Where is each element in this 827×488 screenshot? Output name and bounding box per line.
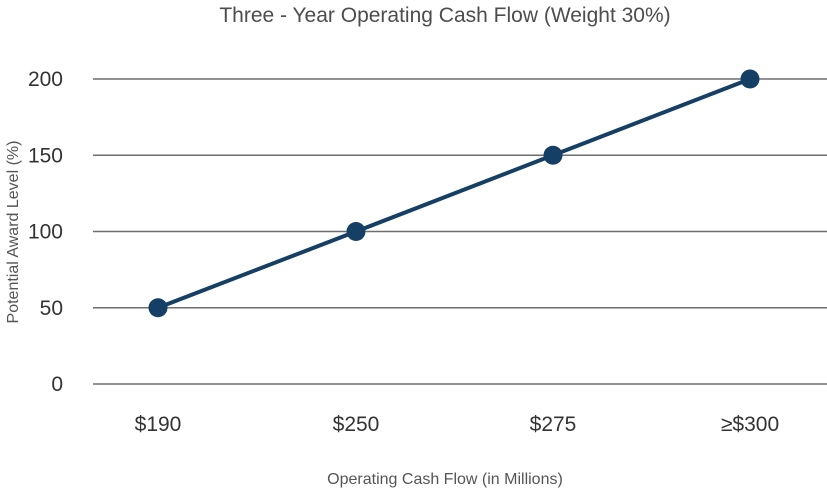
data-point-$190 — [148, 298, 168, 318]
y-tick-label: 50 — [40, 297, 63, 320]
y-tick-label: 150 — [28, 144, 63, 167]
x-tick-label: $250 — [333, 413, 380, 436]
x-axis-ticks: $190 $250 $275 ≥$300 — [135, 413, 779, 436]
data-point-$275 — [543, 145, 563, 165]
data-point-≥$300 — [740, 69, 760, 89]
y-tick-label: 200 — [28, 68, 63, 91]
y-axis-ticks: 0 50 100 150 200 — [28, 68, 63, 396]
data-point-$250 — [346, 222, 366, 241]
grid-lines — [93, 78, 827, 385]
y-axis-title: Potential Award Level (%) — [5, 141, 22, 324]
series-group — [148, 69, 760, 318]
x-tick-label: $275 — [530, 413, 577, 436]
x-tick-label: $190 — [135, 413, 182, 436]
x-tick-label: ≥$300 — [721, 413, 779, 436]
y-tick-label: 0 — [51, 373, 63, 396]
x-axis-title: Operating Cash Flow (in Millions) — [327, 471, 563, 488]
y-tick-label: 100 — [28, 221, 63, 244]
series-line — [156, 77, 752, 310]
chart-title: Three - Year Operating Cash Flow (Weight… — [219, 4, 670, 27]
